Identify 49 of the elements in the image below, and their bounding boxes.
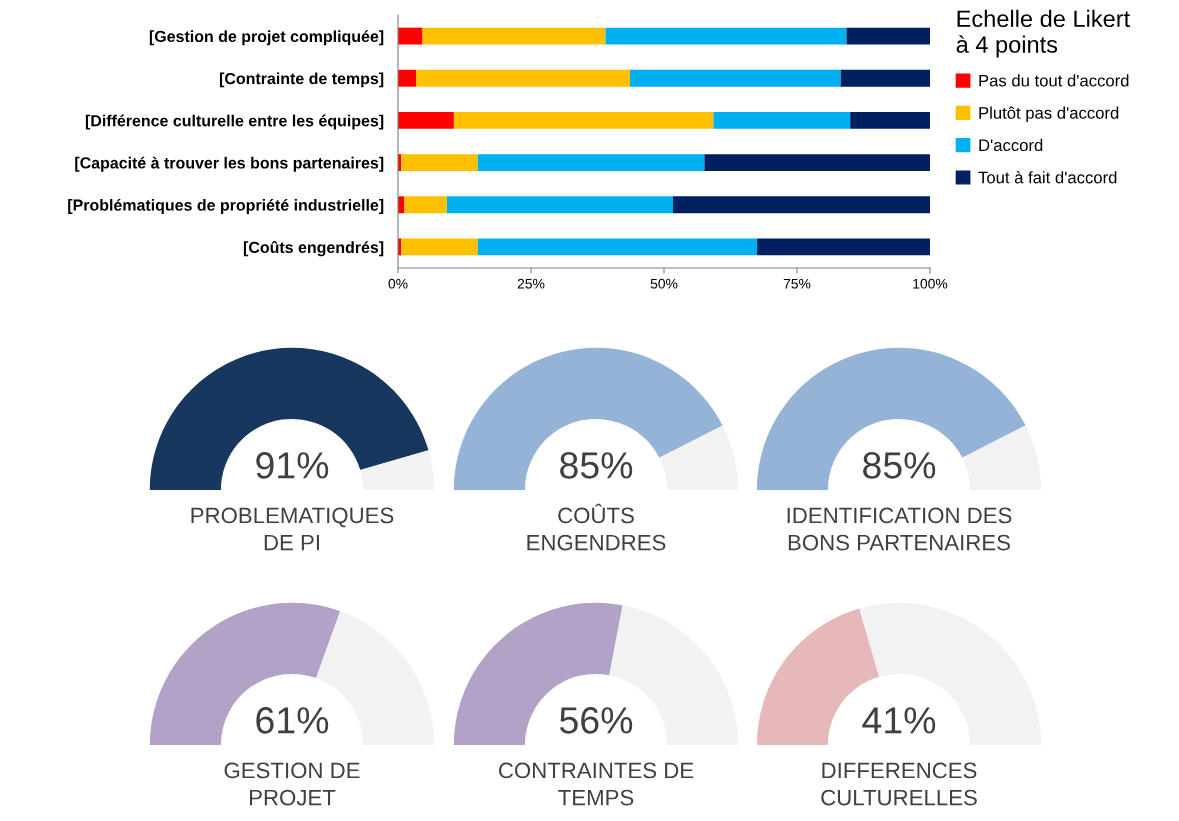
bar [401, 154, 478, 172]
legend-title: Echelle de Likert à 4 points [956, 9, 1131, 58]
bar [398, 111, 454, 129]
y-tick-label: [Coûts engendrés] [243, 240, 384, 257]
bar [453, 111, 714, 129]
bar [840, 69, 930, 87]
text: 61% [256, 707, 329, 734]
bar [704, 154, 930, 172]
x-tick-label: 100% [913, 278, 948, 289]
bar [401, 238, 478, 256]
bar [673, 196, 930, 214]
bar [416, 69, 630, 87]
legend-label: Pas du tout d'accord [979, 74, 1129, 87]
x-tick-label: 50% [650, 278, 678, 289]
text: 85% [863, 452, 936, 479]
bar [846, 27, 930, 45]
text: 41% [862, 707, 936, 734]
bar [446, 196, 674, 214]
bar [713, 111, 851, 129]
text: COÛTS ENGENDRES [527, 503, 666, 551]
legend-label: D'accord [979, 138, 1043, 152]
bar [850, 111, 930, 129]
text: CONTRAINTES DE TEMPS [498, 762, 694, 806]
bar [477, 238, 758, 256]
y-tick-label: [Problématiques de propriété industrielle] [68, 198, 384, 214]
text: PROBLEMATIQUES DE PI [191, 507, 394, 551]
bar [422, 27, 606, 45]
y-tick-label: [Contrainte de temps] [219, 72, 384, 88]
text: DIFFERENCES CULTURELLES [821, 762, 977, 806]
legend-label: Tout à fait d'accord [978, 170, 1117, 184]
bar [404, 196, 447, 214]
text: 56% [559, 707, 633, 734]
text: 91% [256, 452, 329, 479]
text: 85% [560, 452, 633, 479]
bar [398, 27, 423, 45]
bar [605, 27, 847, 45]
bar [757, 238, 930, 256]
y-tick-label: [Gestion de projet compliquée] [149, 30, 384, 46]
x-tick-label: 0% [388, 278, 408, 289]
bar [477, 154, 705, 172]
x-tick-label: 75% [783, 278, 811, 289]
legend-label: Plutôt pas d'accord [979, 106, 1119, 123]
x-tick-label: 25% [517, 278, 545, 289]
bar [629, 69, 841, 87]
text: IDENTIFICATION DES BONS PARTENAIRES [787, 507, 1012, 551]
text: GESTION DE PROJET [224, 762, 360, 806]
y-tick-label: [Capacité à trouver les bons partenaires] [75, 156, 384, 172]
bar [398, 69, 417, 87]
y-tick-label: [Différence culturelle entre les équipes] [85, 114, 384, 130]
